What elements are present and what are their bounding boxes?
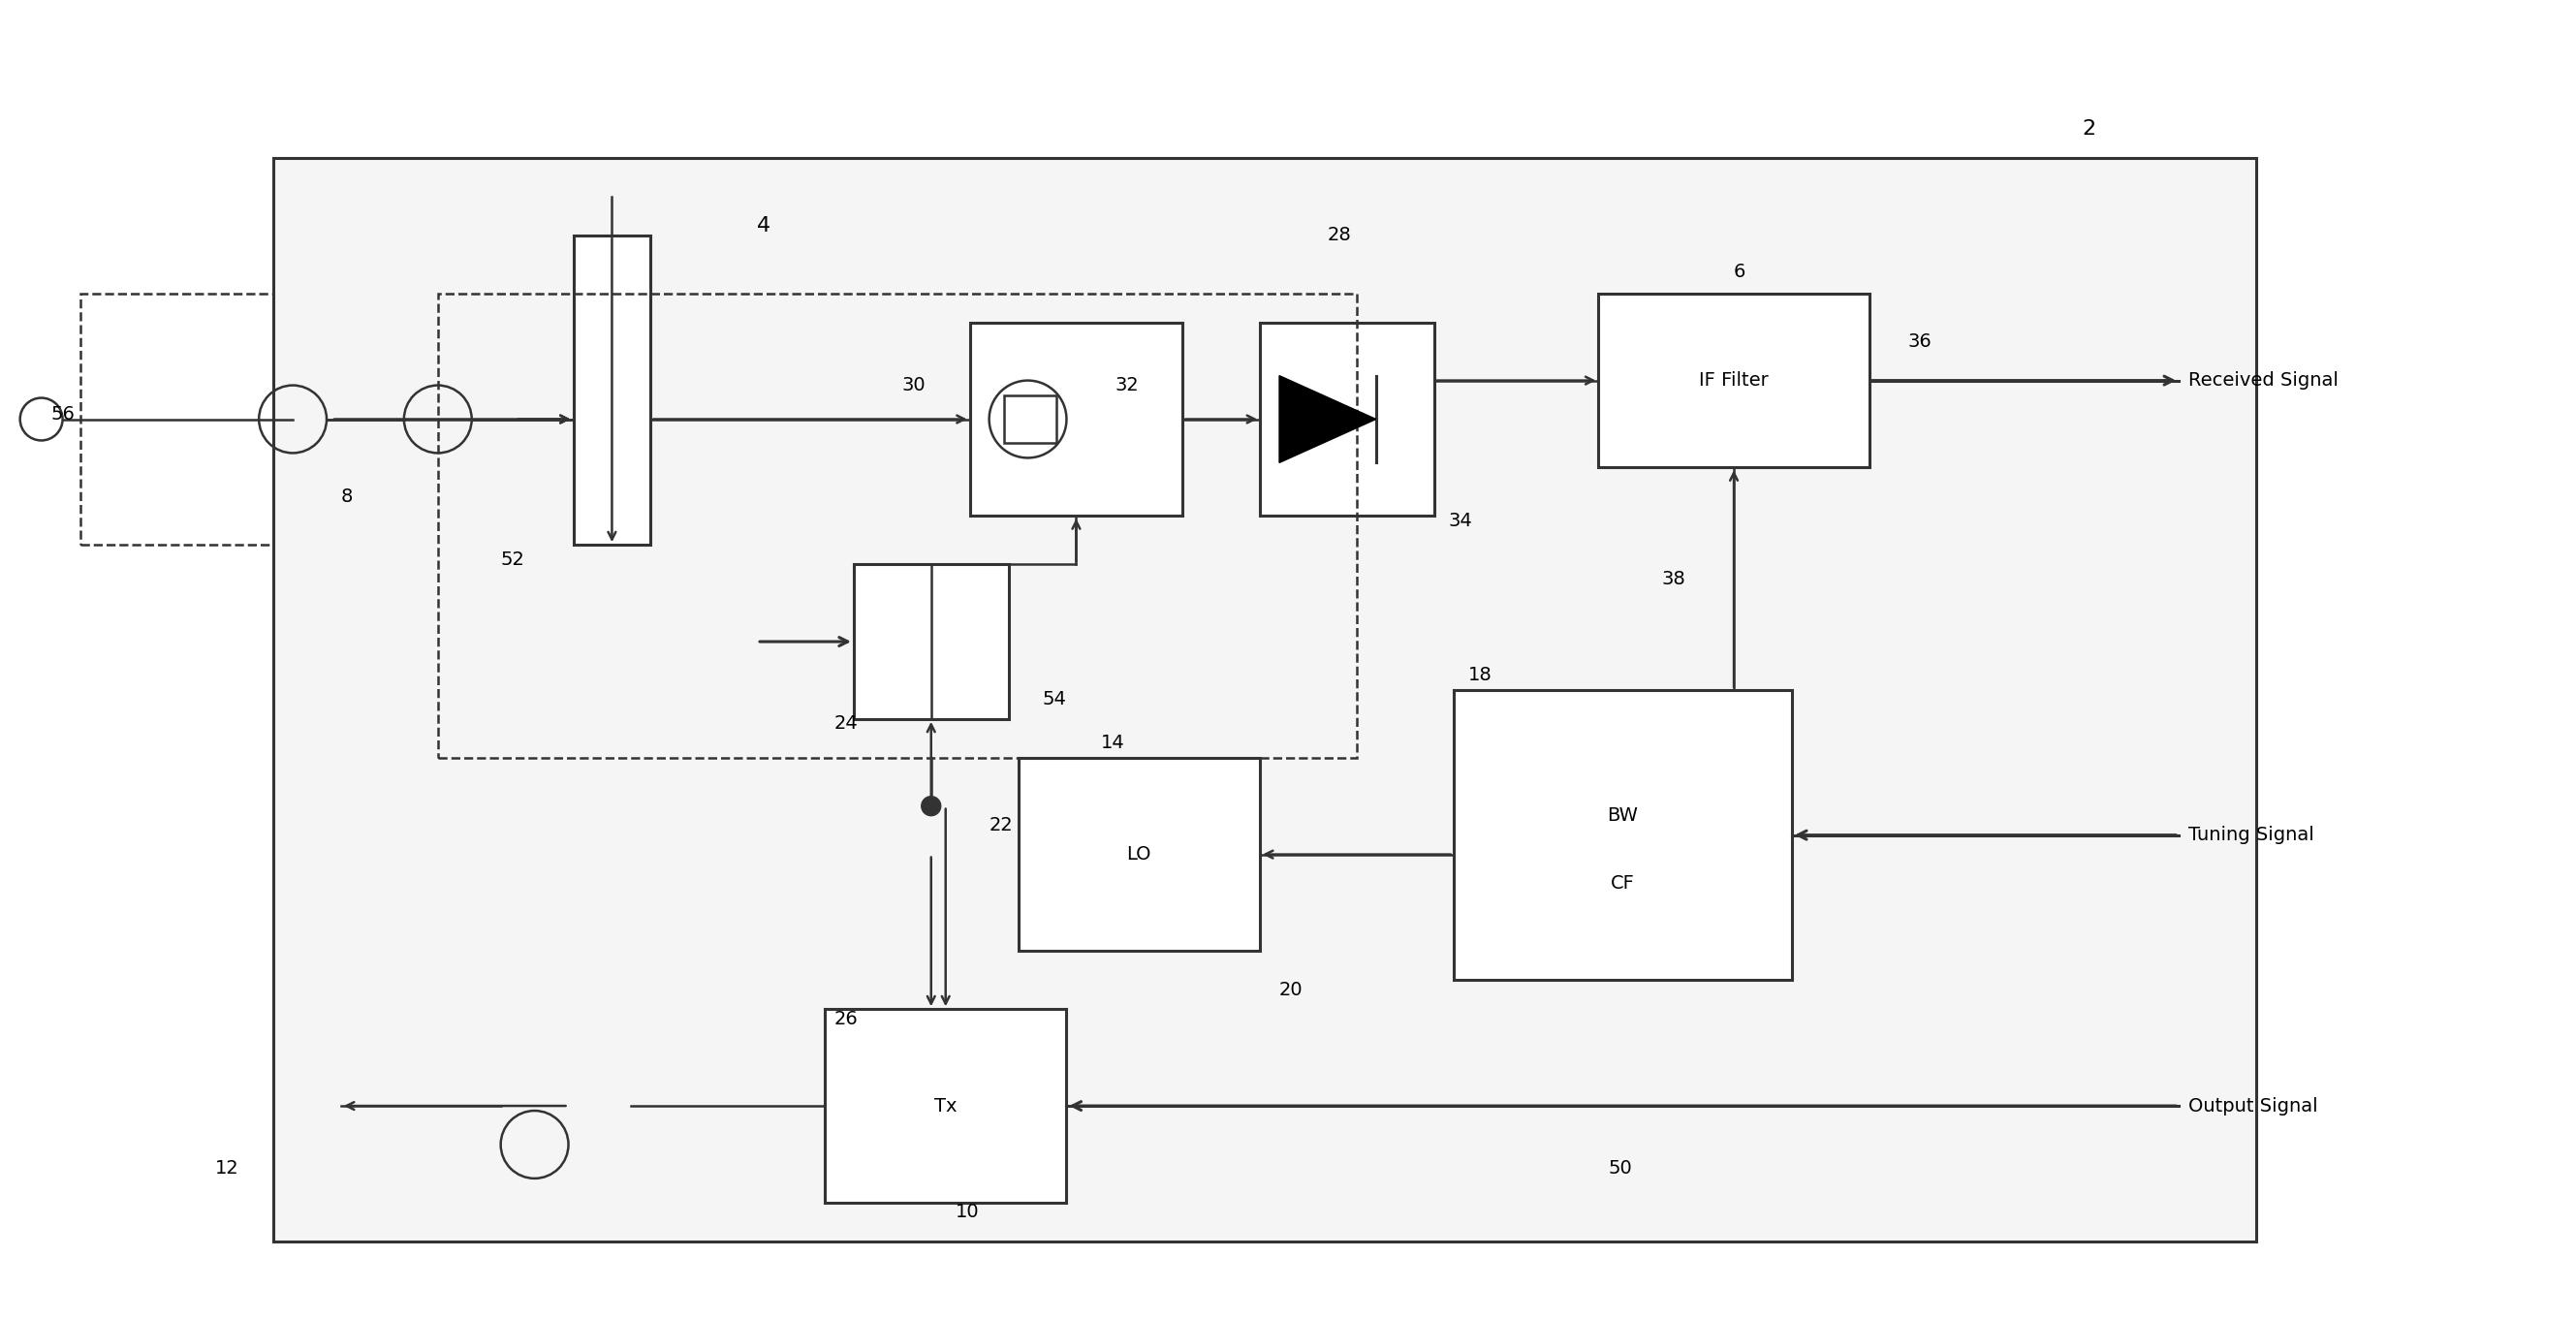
Bar (853, 564, 1007, 719)
Text: Tx: Tx (935, 1097, 958, 1115)
Bar (273, 158, 2257, 1241)
Text: 22: 22 (989, 816, 1012, 834)
Bar (824, 1010, 1066, 1203)
Bar (1005, 395, 1056, 444)
Text: 26: 26 (835, 1010, 858, 1028)
Text: 38: 38 (1662, 569, 1685, 587)
Text: 4: 4 (757, 216, 770, 235)
Text: Tuning Signal: Tuning Signal (2190, 826, 2313, 845)
Text: 18: 18 (1468, 667, 1492, 685)
Bar (1600, 293, 1870, 467)
Text: 2: 2 (2081, 119, 2097, 139)
Text: Received Signal: Received Signal (2190, 371, 2339, 389)
Text: 12: 12 (216, 1159, 240, 1177)
Bar (1018, 758, 1260, 952)
Text: 6: 6 (1734, 263, 1747, 281)
Bar (1453, 690, 1793, 981)
Text: 54: 54 (1043, 690, 1066, 709)
Text: 34: 34 (1448, 512, 1473, 529)
Text: Output Signal: Output Signal (2190, 1097, 2318, 1115)
Text: LO: LO (1126, 845, 1151, 863)
Text: 10: 10 (956, 1203, 979, 1221)
Bar (438, 293, 1358, 758)
Text: 30: 30 (902, 376, 925, 395)
Text: 24: 24 (835, 714, 858, 733)
Bar (80, 293, 273, 545)
Circle shape (922, 796, 940, 816)
Text: CF: CF (1610, 874, 1636, 892)
Text: IF Filter: IF Filter (1700, 371, 1770, 389)
Text: BW: BW (1607, 807, 1638, 825)
Text: 20: 20 (1280, 981, 1303, 999)
Text: 36: 36 (1909, 333, 1932, 351)
Bar (574, 235, 652, 545)
Text: 50: 50 (1607, 1159, 1633, 1177)
Polygon shape (1280, 376, 1376, 463)
Text: 28: 28 (1327, 226, 1352, 244)
Text: 52: 52 (500, 550, 526, 569)
Text: 32: 32 (1115, 376, 1139, 395)
Text: 56: 56 (52, 405, 75, 424)
Text: 8: 8 (340, 487, 353, 506)
Text: 14: 14 (1100, 734, 1123, 752)
Bar (1260, 322, 1435, 516)
Bar (969, 322, 1182, 516)
